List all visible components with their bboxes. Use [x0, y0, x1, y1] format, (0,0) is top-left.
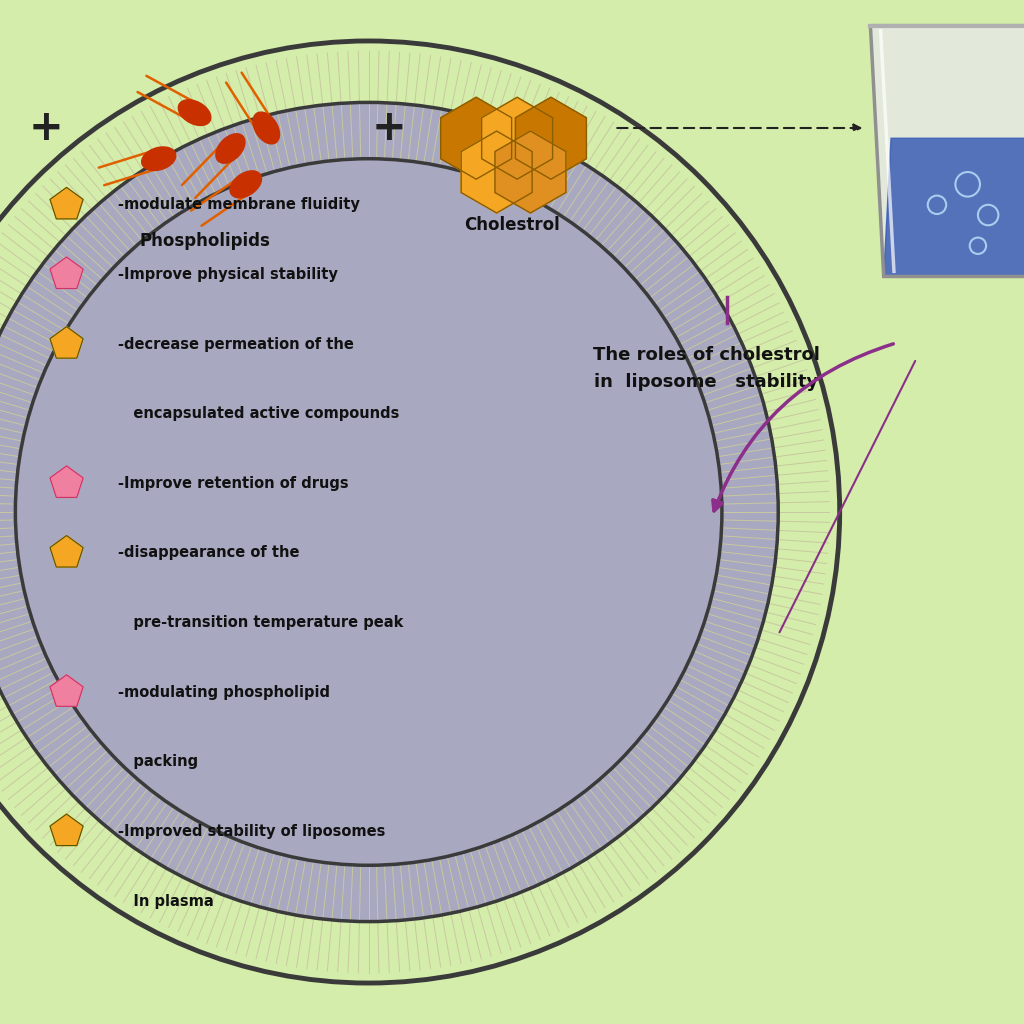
Text: The roles of cholestrol
in  liposome   stability: The roles of cholestrol in liposome stab… — [593, 346, 820, 391]
Text: -decrease permeation of the: -decrease permeation of the — [118, 337, 353, 351]
Polygon shape — [50, 466, 83, 498]
Polygon shape — [50, 187, 83, 219]
Text: Cholestrol: Cholestrol — [464, 216, 560, 234]
Ellipse shape — [141, 147, 176, 170]
Text: packing: packing — [118, 755, 198, 769]
Text: +: + — [372, 106, 407, 150]
Text: -Improve retention of drugs: -Improve retention of drugs — [118, 476, 348, 490]
Polygon shape — [481, 97, 553, 179]
Text: In plasma: In plasma — [118, 894, 214, 908]
Text: -Improved stability of liposomes: -Improved stability of liposomes — [118, 824, 385, 839]
Text: -disappearance of the: -disappearance of the — [118, 546, 299, 560]
Polygon shape — [884, 138, 1024, 276]
Text: encapsulated active compounds: encapsulated active compounds — [118, 407, 399, 421]
Text: -modulating phospholipid: -modulating phospholipid — [118, 685, 330, 699]
Circle shape — [0, 102, 778, 922]
Polygon shape — [515, 97, 587, 179]
Polygon shape — [461, 131, 532, 213]
Text: pre-transition temperature peak: pre-transition temperature peak — [118, 615, 403, 630]
Text: Phospholipids: Phospholipids — [139, 231, 270, 250]
Ellipse shape — [216, 134, 245, 163]
Text: +: + — [29, 106, 63, 150]
Text: -modulate membrane fluidity: -modulate membrane fluidity — [118, 198, 359, 212]
Polygon shape — [870, 26, 1024, 276]
Polygon shape — [50, 536, 83, 567]
Polygon shape — [440, 97, 512, 179]
Ellipse shape — [178, 99, 211, 126]
Ellipse shape — [253, 112, 280, 144]
Polygon shape — [50, 257, 83, 289]
Text: -Improve physical stability: -Improve physical stability — [118, 267, 338, 282]
Polygon shape — [495, 131, 566, 213]
Polygon shape — [50, 814, 83, 846]
Ellipse shape — [230, 171, 261, 198]
Polygon shape — [50, 675, 83, 707]
Polygon shape — [50, 327, 83, 358]
